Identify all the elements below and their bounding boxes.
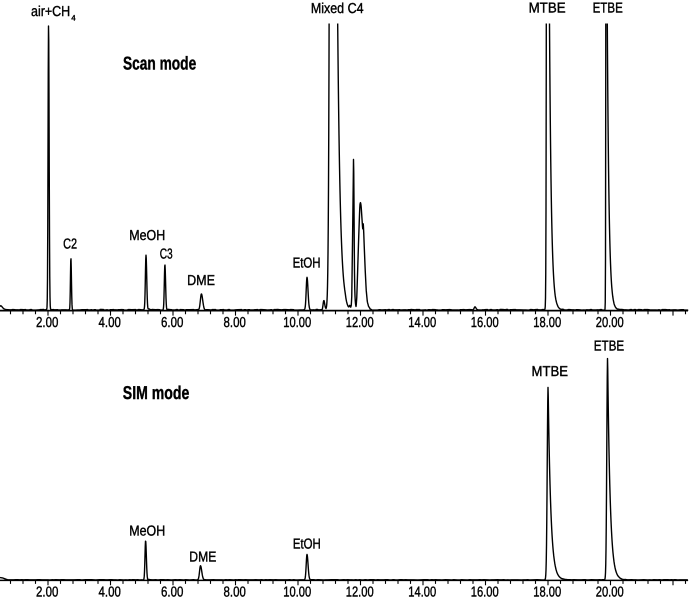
svg-text:4.00: 4.00 [99,584,121,599]
svg-text:MeOH: MeOH [129,524,165,540]
svg-text:10.00: 10.00 [283,584,311,599]
svg-text:8.00: 8.00 [224,315,246,331]
svg-text:Scan mode: Scan mode [123,53,196,74]
svg-text:air+CH: air+CH [31,4,70,20]
svg-text:C2: C2 [63,236,77,252]
svg-text:MTBE: MTBE [529,0,566,16]
svg-text:ETBE: ETBE [594,339,624,355]
svg-text:12.00: 12.00 [346,315,374,331]
svg-text:6.00: 6.00 [161,315,183,331]
svg-text:MeOH: MeOH [129,228,165,244]
svg-text:C3: C3 [160,246,173,262]
svg-text:14.00: 14.00 [408,315,436,331]
svg-text:EtOH: EtOH [293,255,321,271]
svg-text:4.00: 4.00 [99,315,121,331]
svg-text:16.00: 16.00 [471,315,499,331]
svg-text:10.00: 10.00 [283,315,311,331]
svg-text:2.00: 2.00 [36,315,58,331]
svg-text:ETBE: ETBE [593,1,623,17]
svg-text:2.00: 2.00 [36,584,58,599]
svg-text:16.00: 16.00 [471,584,499,599]
svg-text:DME: DME [187,273,215,289]
svg-text:SIM mode: SIM mode [123,382,190,403]
svg-text:EtOH: EtOH [293,536,321,552]
svg-text:Mixed C4: Mixed C4 [311,1,364,17]
svg-text:6.00: 6.00 [161,584,183,599]
svg-text:8.00: 8.00 [224,584,246,599]
svg-text:20.00: 20.00 [596,584,624,599]
svg-text:4: 4 [71,13,76,22]
svg-text:14.00: 14.00 [408,584,436,599]
svg-text:18.00: 18.00 [533,584,561,599]
svg-text:12.00: 12.00 [346,584,374,599]
svg-text:18.00: 18.00 [533,315,561,331]
svg-text:DME: DME [189,550,216,566]
svg-text:20.00: 20.00 [596,315,624,331]
svg-text:MTBE: MTBE [532,364,569,380]
